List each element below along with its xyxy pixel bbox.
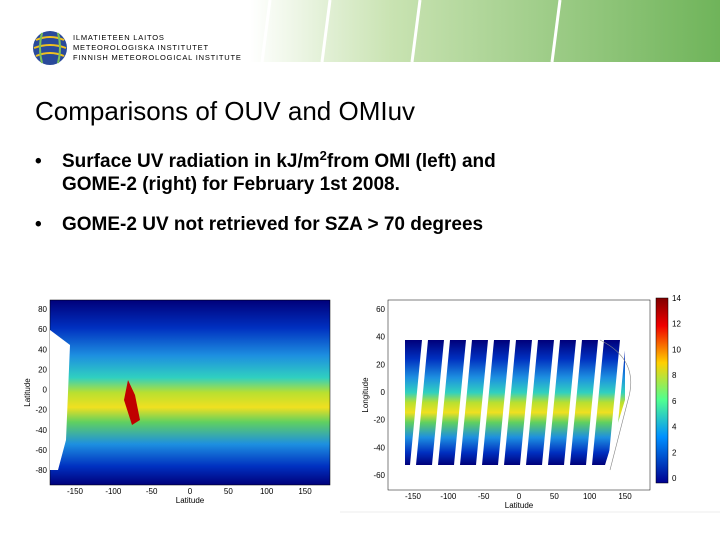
gap-stripe xyxy=(454,340,472,465)
y-axis-label: Latitude xyxy=(23,378,32,407)
y-tick-label: -80 xyxy=(35,466,47,475)
colorbar-tick-label: 6 xyxy=(672,397,677,406)
bullet-text: from OMI (left) and GOME-2 (right) for Fe… xyxy=(62,151,496,195)
y-tick-label: 60 xyxy=(38,325,47,334)
map-right xyxy=(387,299,651,491)
y-tick-label: 80 xyxy=(38,305,47,314)
y-tick-label: -20 xyxy=(373,416,385,425)
gap-stripe xyxy=(586,340,604,465)
colorbar-tick-label: 8 xyxy=(672,371,677,380)
slide-title: Comparisons of OUV and OMIuv xyxy=(35,96,415,126)
colorbar-tick-label: 14 xyxy=(672,294,681,303)
x-tick-label: 150 xyxy=(298,487,312,496)
colorbar-tick-label: 10 xyxy=(672,345,681,354)
bullet-dot: • xyxy=(35,151,42,172)
bullet-part: Surface UV radiation in kJ/m xyxy=(62,151,320,172)
bullet-text: Surface UV radiation in kJ/m2 xyxy=(62,148,327,172)
gap-stripe xyxy=(410,340,428,465)
y-tick-label: 20 xyxy=(38,365,47,374)
x-tick-label: -100 xyxy=(105,487,122,496)
y-tick-label: 60 xyxy=(376,305,385,314)
x-tick-label: 150 xyxy=(618,492,632,501)
y-tick-label: 40 xyxy=(376,333,385,342)
x-tick-label: -50 xyxy=(146,487,158,496)
y-tick-label: 20 xyxy=(376,360,385,369)
bullet-text: GOME-2 UV not retrieved for SZA > 70 deg… xyxy=(62,214,483,235)
colorbar-tick-label: 2 xyxy=(672,448,677,457)
colorbar-tick-label: 12 xyxy=(672,320,681,329)
x-tick-label: -50 xyxy=(478,492,490,501)
gap-stripe xyxy=(564,340,582,465)
logo-text: ILMATIETEEN LAITOS xyxy=(73,33,165,42)
banner xyxy=(250,0,720,63)
y-tick-label: -40 xyxy=(373,443,385,452)
x-tick-label: 50 xyxy=(224,487,233,496)
gap-stripe xyxy=(432,340,450,465)
y-tick-label: 0 xyxy=(43,386,48,395)
x-tick-label: 0 xyxy=(188,487,193,496)
x-tick-label: 0 xyxy=(517,492,522,501)
superscript: 2 xyxy=(320,148,327,163)
y-tick-label: 40 xyxy=(38,345,47,354)
y-tick-label: 0 xyxy=(381,388,386,397)
y-tick-label: -20 xyxy=(35,406,47,415)
y-tick-label: -60 xyxy=(35,446,47,455)
x-tick-label: 100 xyxy=(583,492,597,501)
x-tick-label: -150 xyxy=(405,492,422,501)
gap-stripe xyxy=(608,340,626,465)
x-tick-label: 100 xyxy=(260,487,274,496)
y-tick-label: -60 xyxy=(373,471,385,480)
x-tick-label: -100 xyxy=(440,492,457,501)
bullet-dot: • xyxy=(35,214,42,235)
gap-stripe xyxy=(498,340,516,465)
y-axis-label: Longitude xyxy=(361,377,370,413)
colorbar-tick-label: 0 xyxy=(672,474,677,483)
x-tick-label: -150 xyxy=(67,487,84,496)
colorbar xyxy=(655,297,669,484)
x-tick-label: 50 xyxy=(550,492,559,501)
logo-text: FINNISH METEOROLOGICAL INSTITUTE xyxy=(73,53,242,62)
map-left xyxy=(49,299,331,486)
logo xyxy=(33,31,67,65)
gap-stripe xyxy=(542,340,560,465)
y-tick-label: -40 xyxy=(35,426,47,435)
x-axis-label: Latitude xyxy=(176,496,205,505)
colorbar-tick-label: 4 xyxy=(672,423,677,432)
logo-text: METEOROLOGISKA INSTITUTET xyxy=(73,43,209,52)
gap-stripe xyxy=(476,340,494,465)
x-axis-label: Latitude xyxy=(505,501,534,510)
gap-stripe xyxy=(520,340,538,465)
